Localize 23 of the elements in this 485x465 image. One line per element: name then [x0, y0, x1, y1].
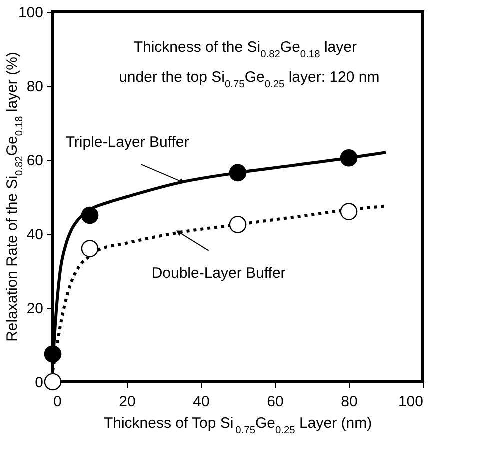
point [44, 346, 62, 363]
y-tick-label: 60 [26, 152, 44, 170]
x-tick-label: 80 [341, 394, 358, 410]
y-tick-label: 0 [35, 374, 44, 392]
y-tick-label: 80 [26, 78, 44, 96]
point [81, 240, 99, 258]
x-tick-label: 0 [54, 394, 62, 410]
x-tick-label: 100 [398, 394, 424, 410]
point [229, 216, 247, 234]
annotation: Double-Layer Buffer [152, 265, 286, 282]
y-axis-title: Relaxation Rate of the Si0.82Ge0.18 layer (%) [4, 52, 26, 342]
x-tick-label: 40 [193, 394, 210, 410]
point [229, 164, 247, 182]
y-tick-label: 40 [26, 226, 44, 244]
x-tick-label: 20 [119, 394, 136, 410]
y-tick-label: 100 [18, 4, 44, 22]
x-tick-label: 60 [267, 394, 284, 410]
y-tick-label: 20 [26, 300, 44, 318]
point [81, 206, 99, 224]
point [44, 373, 62, 391]
annotation: Triple-Layer Buffer [66, 134, 190, 152]
point [340, 150, 358, 167]
point [340, 203, 358, 220]
